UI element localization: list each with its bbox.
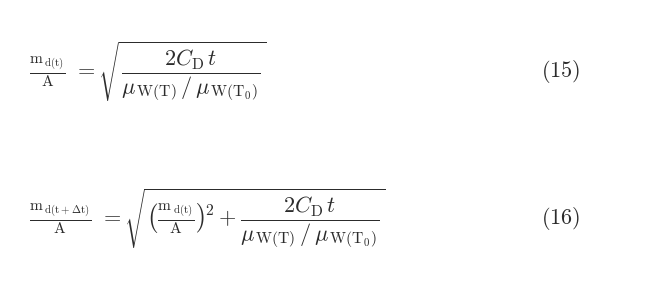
Text: $(16)$: $(16)$ (541, 205, 580, 232)
Text: $\frac{\mathrm{m}_{\,\mathrm{d(t)}}}{\mathrm{A}}$ $= \sqrt{\dfrac{2C_{\mathrm{D}: $\frac{\mathrm{m}_{\,\mathrm{d(t)}}}{\ma… (29, 40, 266, 104)
Text: $(15)$: $(15)$ (541, 58, 580, 85)
Text: $\frac{\mathrm{m}_{\,\mathrm{d(t+\Delta t)}}}{\mathrm{A}}$ $= \sqrt{\left(\frac{: $\frac{\mathrm{m}_{\,\mathrm{d(t+\Delta … (29, 186, 385, 251)
